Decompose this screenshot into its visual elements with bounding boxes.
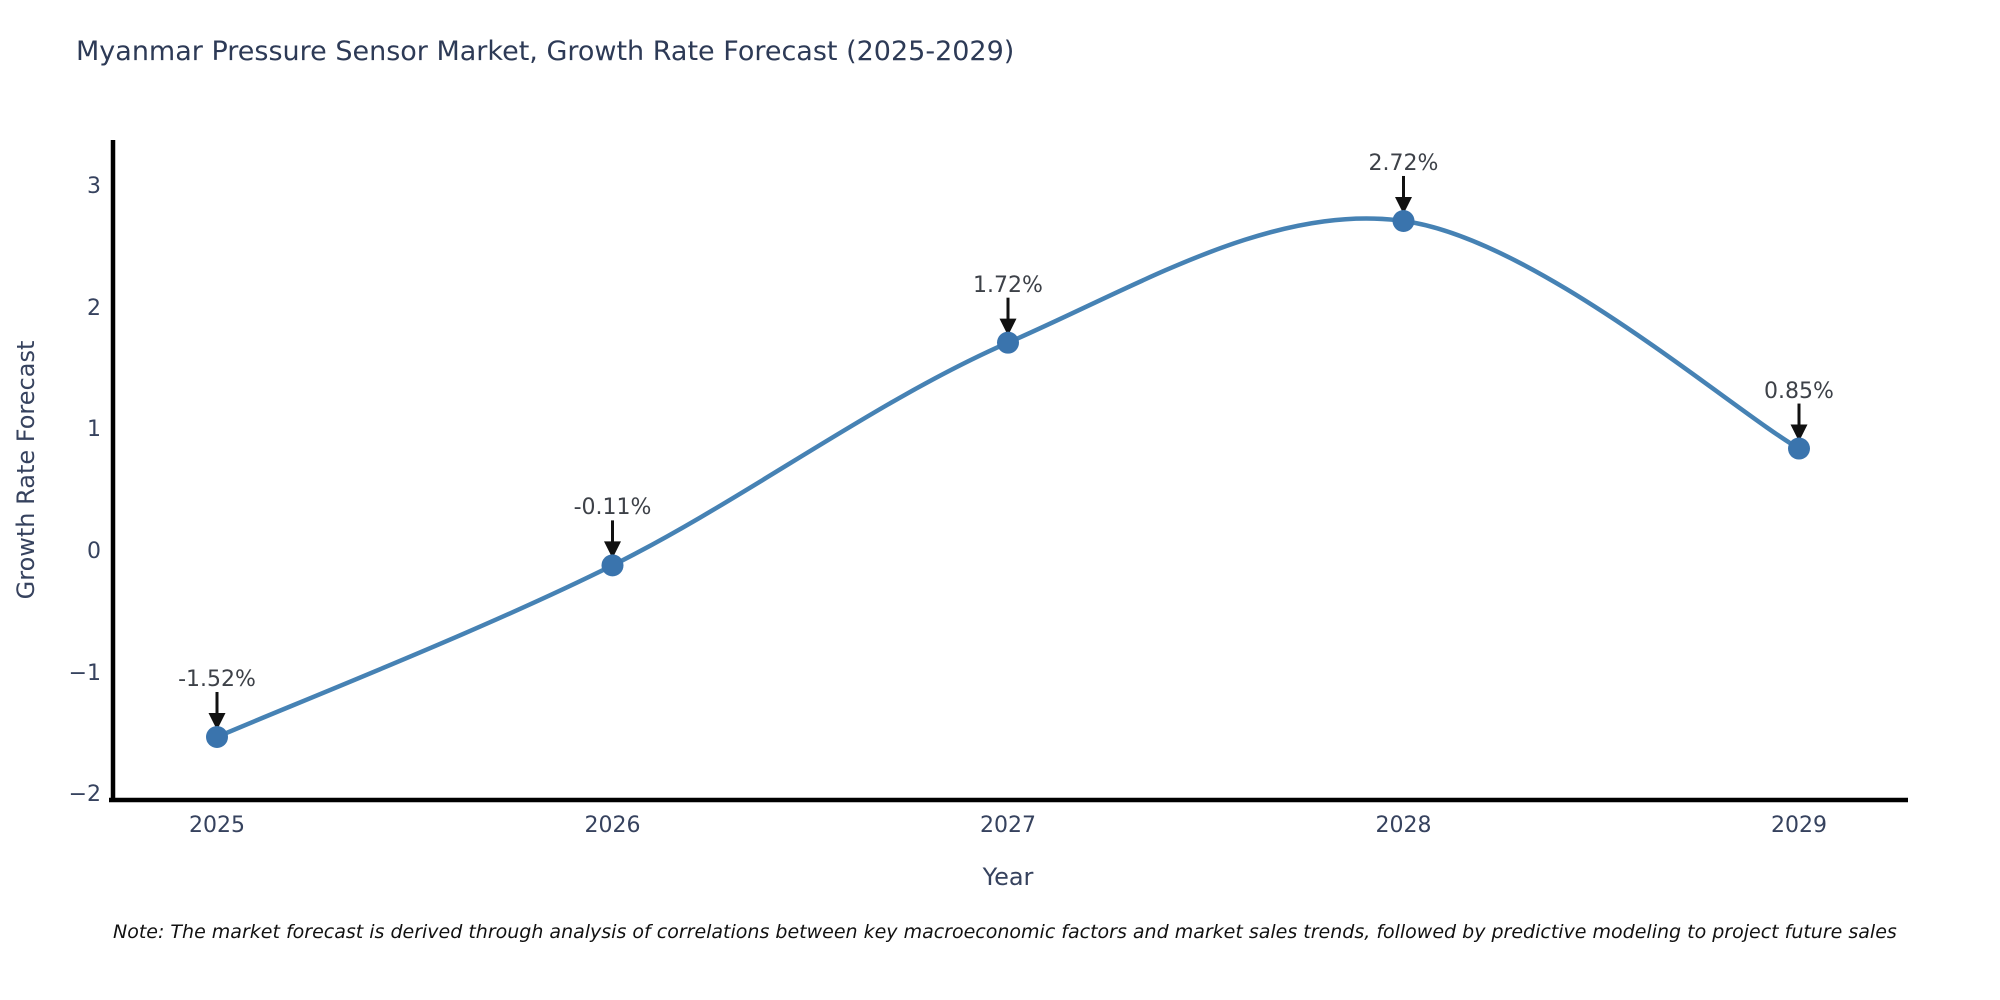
y-tick-label: 3 — [87, 173, 101, 199]
point-annotation: 0.85% — [1764, 378, 1834, 404]
y-tick-label: 1 — [87, 417, 101, 443]
point-annotation: 1.72% — [973, 272, 1043, 298]
y-tick-label: 0 — [87, 539, 101, 564]
y-tick-label: 2 — [87, 295, 101, 321]
point-annotation: -1.52% — [178, 666, 256, 692]
annotation-arrow-head — [208, 712, 226, 730]
x-tick-label: 2029 — [1771, 813, 1827, 838]
x-tick-label: 2025 — [189, 813, 245, 838]
y-tick-label: −1 — [68, 660, 101, 686]
x-tick-label: 2027 — [980, 813, 1036, 838]
data-point-marker — [601, 554, 624, 577]
data-point-marker — [1392, 209, 1415, 232]
data-point-marker — [997, 331, 1019, 354]
x-axis-title: Year — [982, 863, 1034, 891]
x-tick-label: 2026 — [584, 813, 641, 838]
point-annotation: -0.11% — [573, 495, 652, 521]
data-point-marker — [1788, 437, 1810, 460]
data-point-marker — [206, 725, 228, 748]
annotation-arrow-head — [1790, 424, 1808, 442]
annotation-arrow-head — [999, 318, 1017, 336]
y-tick-label: −2 — [68, 782, 101, 808]
annotation-arrow-head — [604, 541, 621, 559]
x-tick-label: 2028 — [1375, 813, 1432, 838]
footnote: Note: The market forecast is derived thr… — [113, 921, 1897, 943]
chart-title: Myanmar Pressure Sensor Market, Growth R… — [76, 36, 1015, 67]
annotation-arrow-head — [1395, 196, 1412, 214]
point-annotation: 2.72% — [1368, 150, 1439, 176]
